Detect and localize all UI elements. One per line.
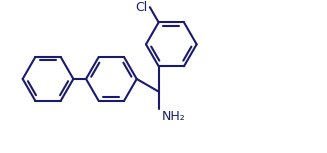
Text: Cl: Cl [136,1,148,14]
Text: NH₂: NH₂ [162,110,185,123]
